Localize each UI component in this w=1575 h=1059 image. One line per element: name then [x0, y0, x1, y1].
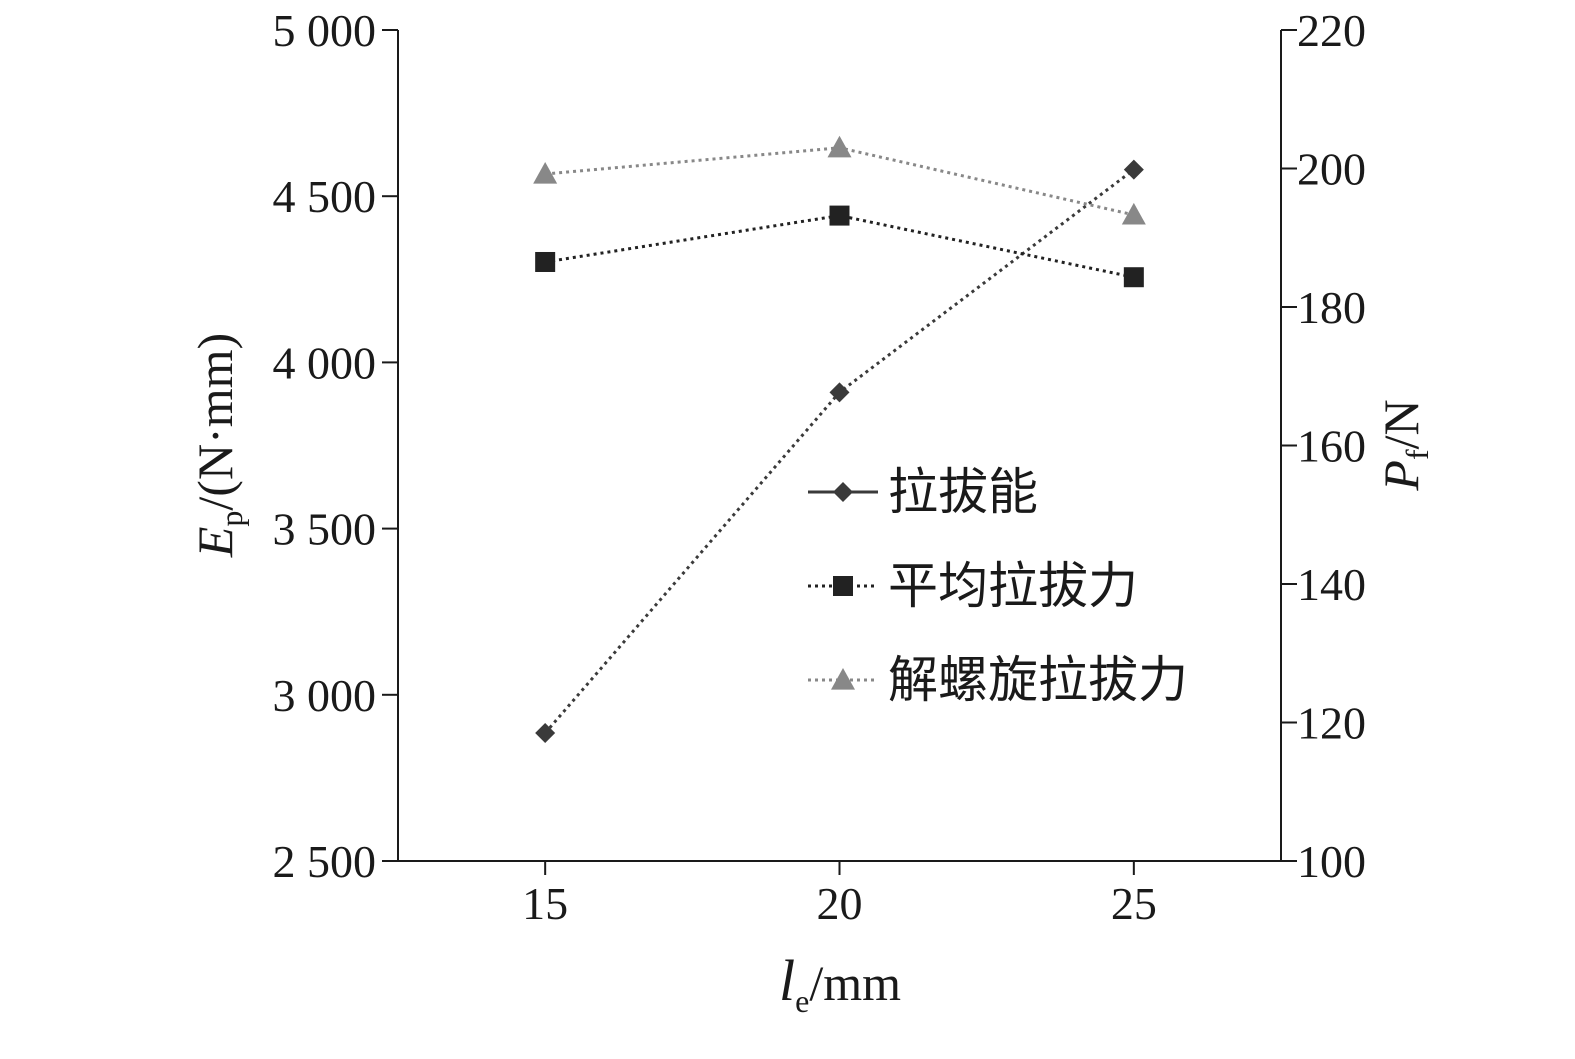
legend-label: 解螺旋拉拔力: [888, 652, 1188, 708]
left-axis-title-sub: p: [213, 511, 249, 527]
left-axis-title: Ep/(N·mm): [187, 333, 249, 558]
legend-label: 拉拔能: [888, 464, 1038, 520]
series-3: [533, 135, 1146, 225]
legend-label: 平均拉拔力: [888, 558, 1138, 614]
right-tick-label: 140: [1297, 559, 1366, 610]
left-axis-title-unit: /(N·mm): [187, 333, 243, 511]
data-point: [1121, 202, 1146, 225]
right-axis-title-sub: f: [1399, 449, 1435, 460]
data-point: [533, 162, 558, 184]
x-tick-label: 25: [1111, 878, 1157, 929]
left-tick-label: 5 000: [273, 5, 377, 56]
right-tick-label: 200: [1297, 144, 1366, 195]
right-tick-label: 100: [1297, 836, 1366, 887]
series-2: [535, 205, 1144, 288]
data-point: [1123, 159, 1144, 180]
left-tick-label: 3 500: [273, 504, 377, 555]
x-tick-label: 20: [817, 878, 863, 929]
legend-item-2: 平均拉拔力: [808, 558, 1138, 614]
data-point: [535, 251, 556, 272]
right-tick-label: 120: [1297, 698, 1366, 749]
x-axis-title-unit: /mm: [809, 955, 901, 1011]
axes: 2 500 3 000 3 500 4 000 4 500 5 000 100 120 140 1…: [273, 5, 1367, 929]
series-line: [544, 214, 1135, 279]
data-point: [535, 723, 556, 744]
right-axis-title: Pf/N: [1373, 399, 1435, 491]
left-tick-label: 2 500: [273, 836, 377, 887]
data-point: [827, 135, 852, 158]
x-axis-title: le/mm: [779, 948, 901, 1019]
series-1: [535, 159, 1144, 744]
legend-swatch-marker: [833, 576, 853, 596]
left-tick-label: 3 000: [273, 670, 377, 721]
x-tick-label: 15: [522, 878, 568, 929]
data-point: [829, 205, 850, 226]
left-tick-label: 4 500: [273, 171, 377, 222]
series-line: [545, 146, 1135, 217]
series-layer: [533, 135, 1146, 744]
legend-item-1: 拉拔能: [808, 464, 1038, 520]
x-axis-title-main: l: [779, 948, 795, 1013]
left-tick-label: 4 000: [273, 337, 377, 388]
right-tick-label: 180: [1297, 282, 1366, 333]
x-axis-title-sub: e: [795, 983, 809, 1019]
series-line: [544, 168, 1135, 735]
right-tick-label: 160: [1297, 421, 1366, 472]
right-tick-label: 220: [1297, 5, 1366, 56]
left-axis-title-main: E: [187, 527, 243, 559]
right-axis-title-main: P: [1373, 460, 1429, 492]
legend-item-3: 解螺旋拉拔力: [808, 652, 1188, 708]
data-point: [829, 382, 850, 403]
legend-swatch-marker: [833, 482, 853, 502]
legend-swatch-marker: [831, 668, 855, 690]
data-point: [1123, 267, 1144, 288]
right-axis-title-unit: /N: [1373, 399, 1429, 449]
